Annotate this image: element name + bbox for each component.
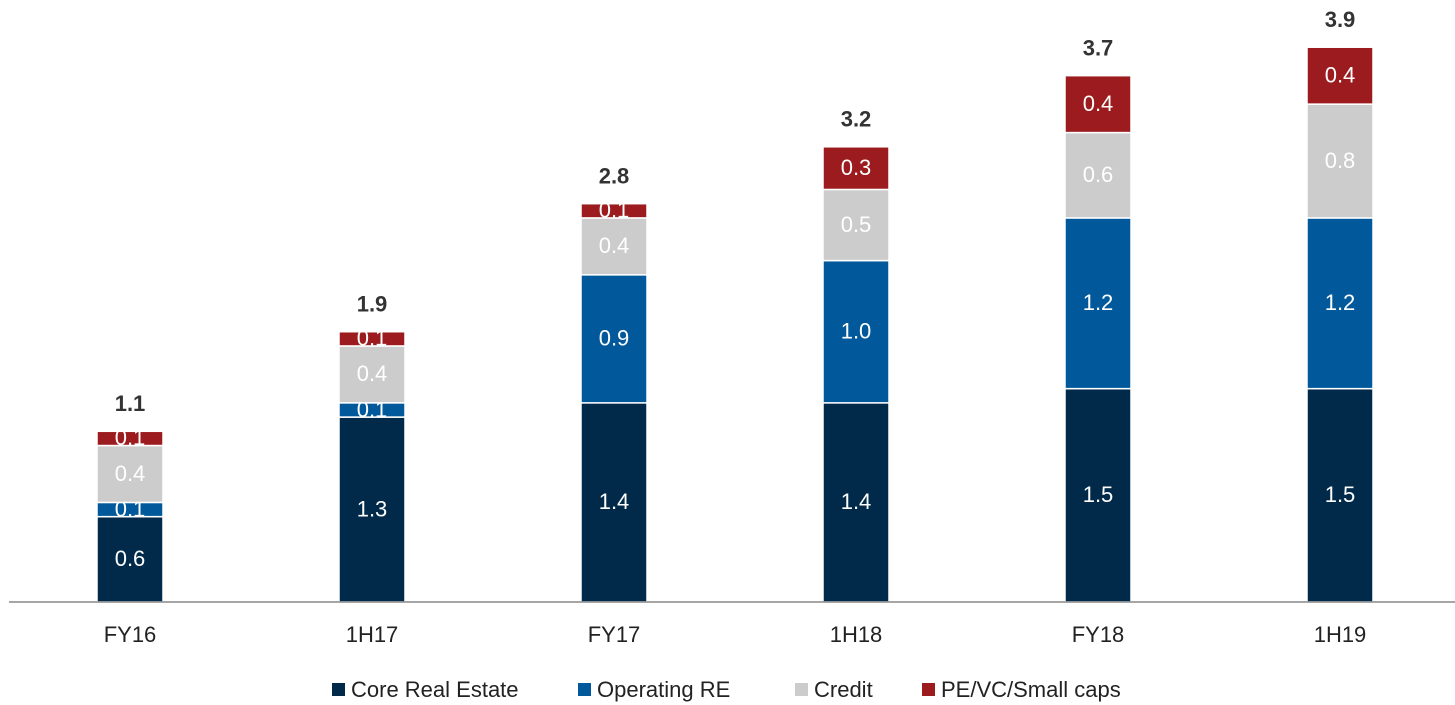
bar-segment — [1064, 74, 1132, 134]
data-label: 0.5 — [841, 212, 872, 237]
total-label: 3.9 — [1325, 7, 1356, 32]
total-label: 3.2 — [841, 107, 872, 132]
data-label: 0.4 — [599, 233, 630, 258]
data-label: 0.4 — [1083, 91, 1114, 116]
legend-swatch — [578, 683, 591, 696]
data-label: 0.9 — [599, 326, 630, 351]
legend-label: Operating RE — [597, 677, 730, 702]
x-tick-label: FY18 — [1072, 622, 1125, 647]
bar-segment — [580, 217, 648, 276]
legend-label: Credit — [814, 677, 873, 702]
total-label: 3.7 — [1083, 35, 1114, 60]
data-label: 0.3 — [841, 155, 872, 180]
bar-segment — [96, 430, 164, 447]
data-label: 0.4 — [357, 361, 388, 386]
total-label: 2.8 — [599, 164, 630, 189]
bar-segment — [1306, 103, 1374, 219]
bar-segment — [580, 202, 648, 219]
bar-segment — [338, 330, 406, 347]
total-label: 1.1 — [115, 391, 146, 416]
legend-swatch — [795, 683, 808, 696]
legend-swatch — [332, 683, 345, 696]
data-label: 0.8 — [1325, 148, 1356, 173]
x-tick-label: 1H17 — [346, 622, 399, 647]
bar-segment — [822, 188, 890, 262]
data-label: 0.4 — [1325, 62, 1356, 87]
legend-label: PE/VC/Small caps — [941, 677, 1121, 702]
data-label: 1.5 — [1083, 482, 1114, 507]
bar-segment — [580, 274, 648, 404]
data-label: 1.5 — [1325, 482, 1356, 507]
bar-segment — [1306, 46, 1374, 105]
bar-segment — [822, 146, 890, 191]
x-tick-label: FY17 — [588, 622, 641, 647]
bar-segment — [96, 515, 164, 603]
total-label: 1.9 — [357, 292, 388, 317]
x-tick-label: FY16 — [104, 622, 157, 647]
bar-segment — [822, 402, 890, 603]
bar-segment — [96, 444, 164, 504]
data-label: 0.6 — [115, 546, 146, 571]
data-label: 0.1 — [599, 198, 630, 223]
data-label: 1.2 — [1325, 290, 1356, 315]
data-label: 0.1 — [115, 425, 146, 450]
x-tick-label: 1H19 — [1314, 622, 1367, 647]
data-label: 1.4 — [599, 489, 630, 514]
data-label: 0.1 — [357, 326, 388, 351]
data-label: 0.4 — [115, 461, 146, 486]
data-label: 1.2 — [1083, 290, 1114, 315]
bar-segment — [580, 402, 648, 603]
bar-segment — [338, 345, 406, 404]
legend-label: Core Real Estate — [351, 677, 519, 702]
bar-segment — [1306, 217, 1374, 390]
bar-segment — [822, 259, 890, 404]
bar-segment — [1306, 387, 1374, 603]
data-label: 1.3 — [357, 496, 388, 521]
data-label: 0.6 — [1083, 162, 1114, 187]
legend-swatch — [922, 683, 935, 696]
data-label: 1.0 — [841, 319, 872, 344]
x-tick-label: 1H18 — [830, 622, 883, 647]
data-label: 1.4 — [841, 489, 872, 514]
bar-segment — [1064, 131, 1132, 219]
